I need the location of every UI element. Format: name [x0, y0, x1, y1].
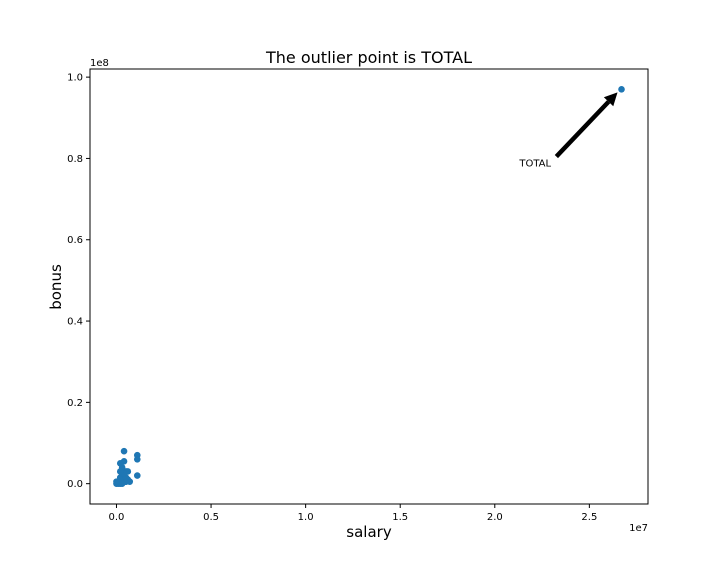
x-tick-label: 1.5: [392, 512, 408, 523]
x-tick-label: 1.0: [298, 512, 314, 523]
y-tick-label: 0.8: [67, 154, 83, 165]
data-point: [133, 472, 141, 479]
x-tick-label: 0.5: [203, 512, 219, 523]
x-axis-offset-label: 1e7: [629, 523, 648, 534]
y-axis-label: bonus: [47, 264, 65, 310]
y-tick-label: 1.0: [67, 73, 83, 84]
x-tick-label: 0.0: [109, 512, 125, 523]
data-point: [618, 86, 625, 93]
data-point: [118, 480, 126, 487]
y-tick-label: 0.4: [67, 317, 83, 328]
data-point: [120, 447, 128, 455]
y-axis-offset-label: 1e8: [90, 58, 109, 69]
x-tick-label: 2.5: [581, 512, 597, 523]
plot-area: 0.0 0.5 1.0 1.5 2.0 2.5 0.0 0.2 0.4 0.6 0.8 1.0 TOTA…: [67, 68, 649, 523]
annotation-label: TOTAL: [518, 159, 551, 170]
chart-title: The outlier point is TOTAL: [265, 48, 472, 67]
plot-frame: [89, 68, 649, 505]
x-axis-label: salary: [346, 523, 392, 541]
x-tick-label: 2.0: [487, 512, 503, 523]
data-point: [116, 468, 124, 475]
y-tick-label: 0.6: [67, 235, 83, 246]
y-tick-label: 0.2: [67, 398, 83, 409]
y-tick-label: 0.0: [67, 479, 83, 490]
annotation-arrow-shaft: [554, 100, 611, 159]
data-point: [116, 460, 124, 467]
annotation-arrow-head: [603, 92, 618, 107]
data-point: [133, 455, 141, 463]
